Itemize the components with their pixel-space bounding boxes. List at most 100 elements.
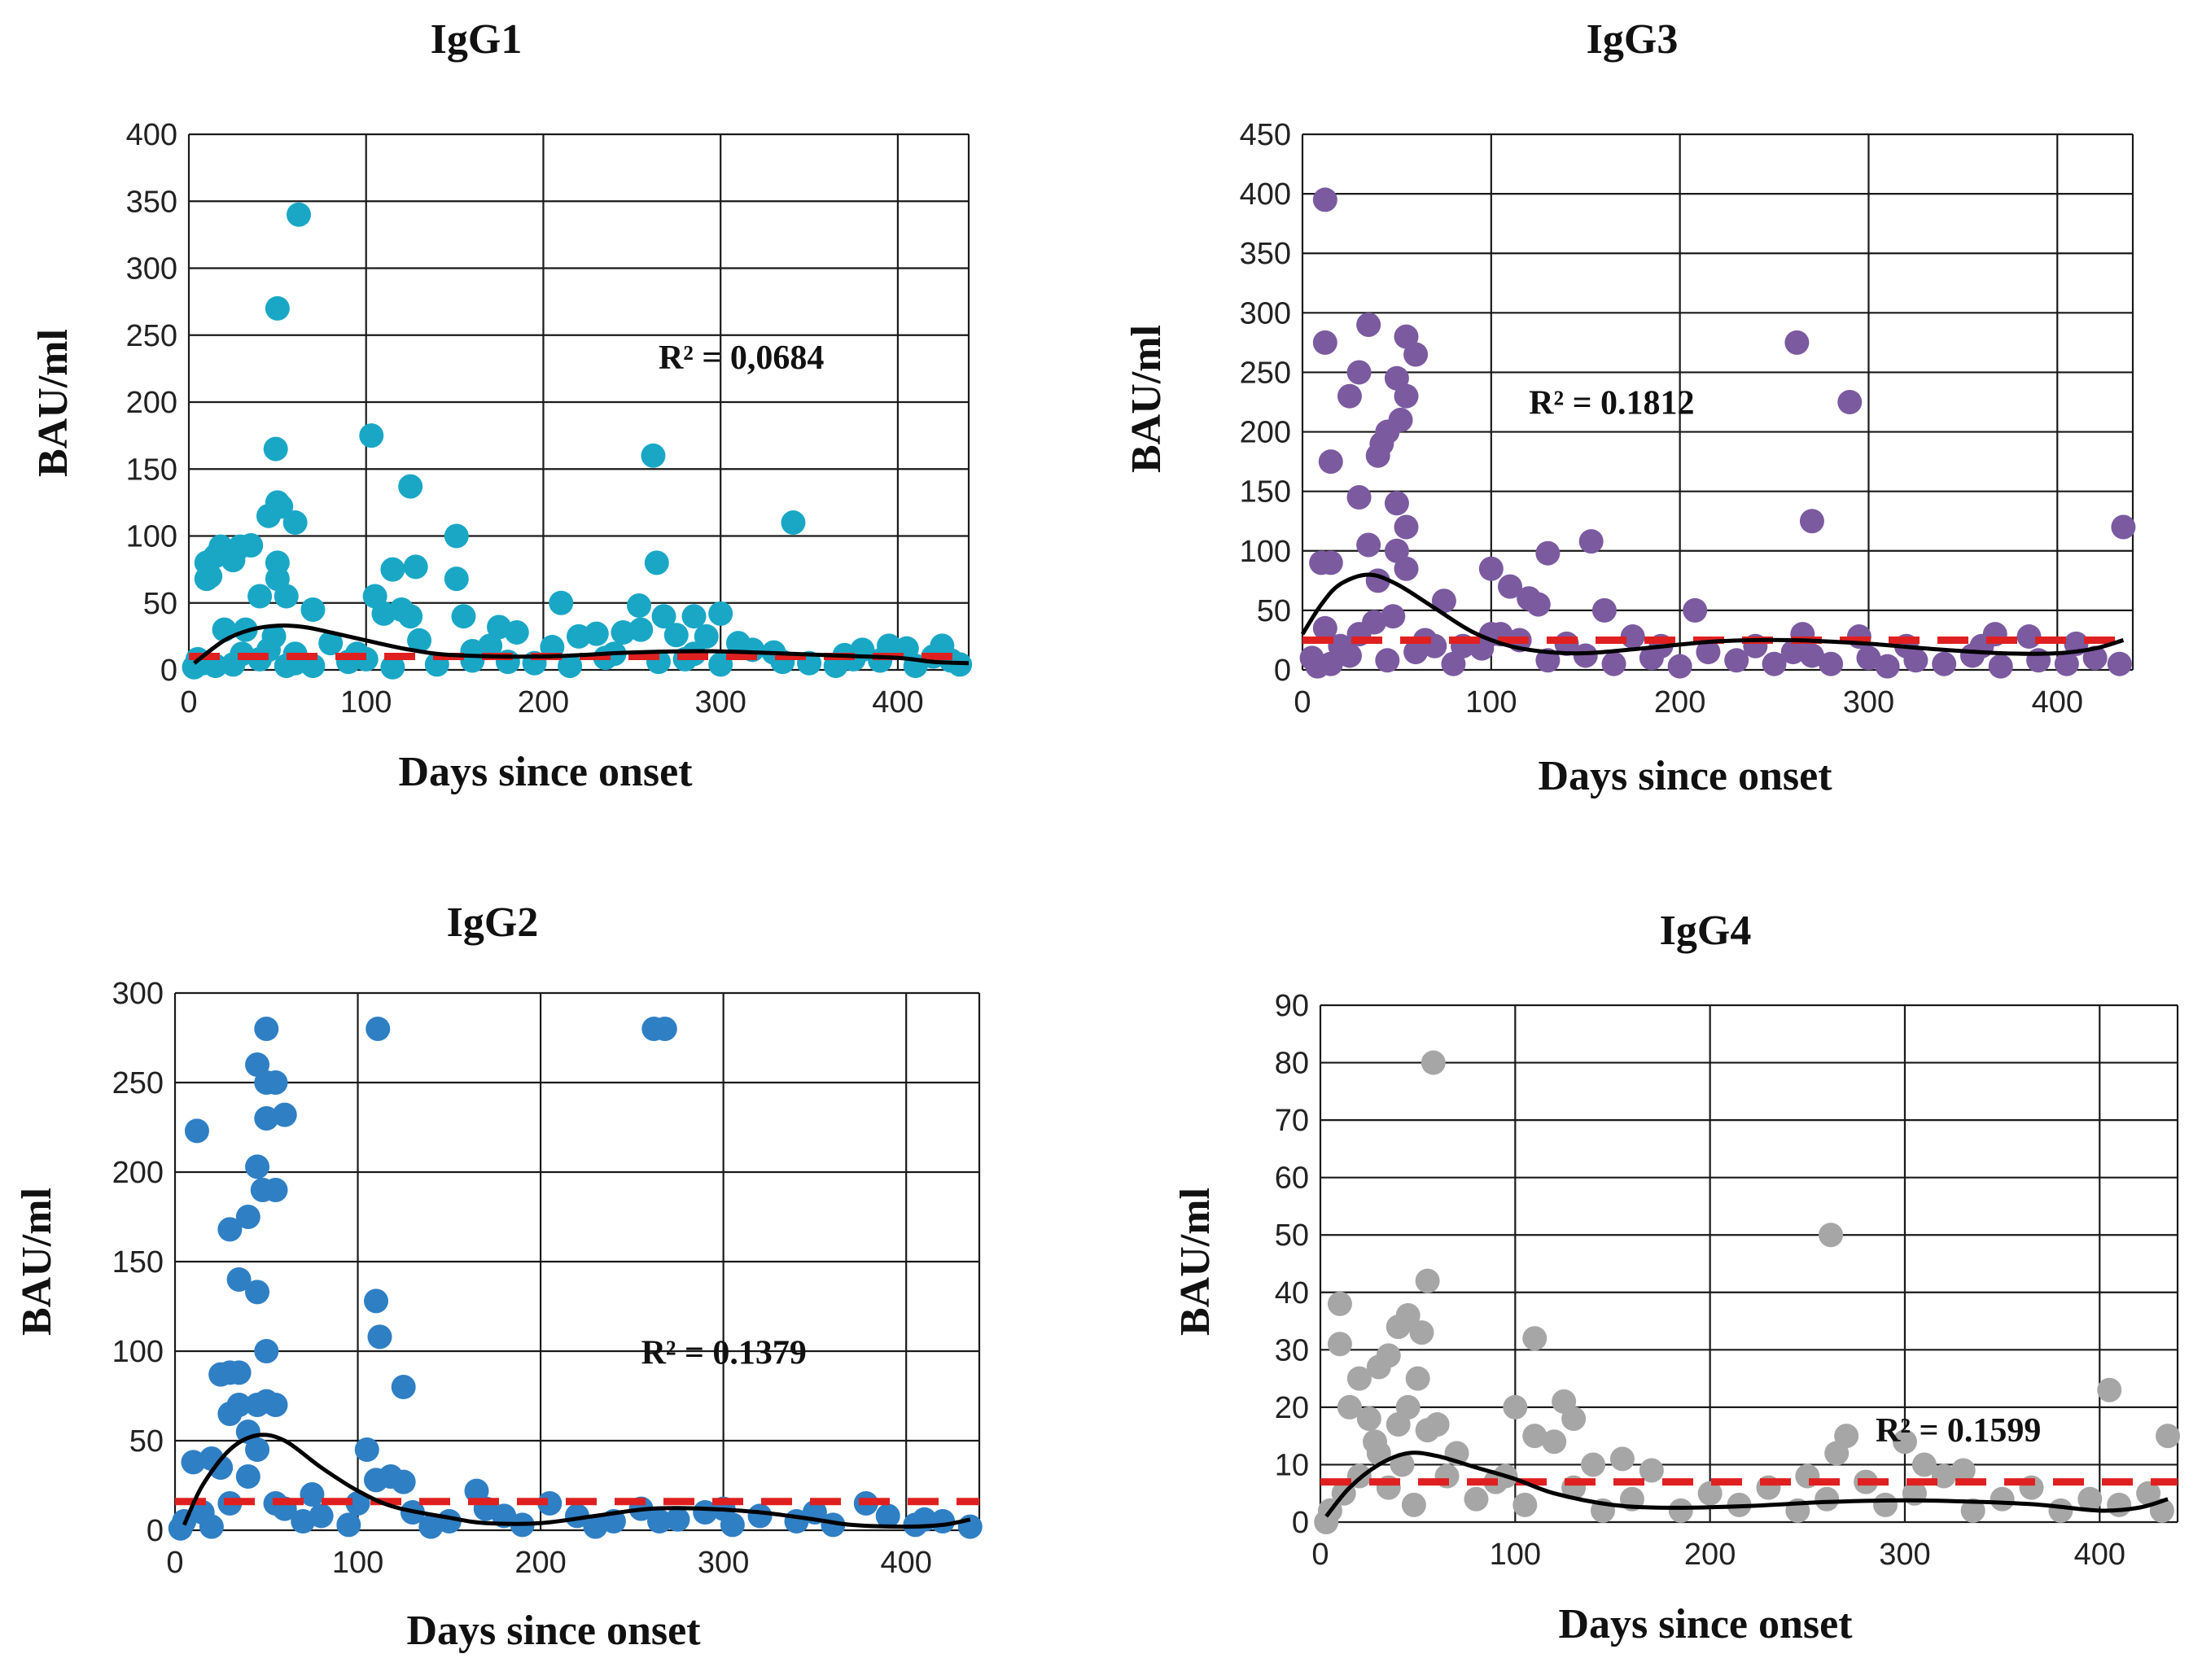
- igg1-data-point: [567, 623, 591, 649]
- igg2-data-point: [199, 1514, 224, 1539]
- igg4-data-point: [1386, 1315, 1411, 1340]
- igg1-data-point: [194, 567, 219, 592]
- igg2-data-point: [217, 1402, 243, 1426]
- igg2-r-squared-label: R² = 0.1379: [641, 1334, 807, 1372]
- igg4-chart: 0 10 20 30 40 50 60 70 80 90 0 100 200 300 400 R² = 0.1…: [1172, 908, 2181, 1647]
- igg3-data-point: [1837, 390, 1863, 414]
- igg1-data-point: [407, 628, 432, 653]
- igg3-data-point: [1369, 431, 1394, 457]
- igg4-ytick-label: 70: [1275, 1104, 1309, 1138]
- igg3-data-point: [2111, 514, 2136, 540]
- igg2-xtick-label: 0: [166, 1546, 183, 1580]
- igg2-data-point: [957, 1514, 983, 1539]
- igg4-ytick-label: 50: [1275, 1218, 1309, 1253]
- igg3-data-point: [1526, 592, 1551, 617]
- igg3-data-point: [1346, 360, 1372, 385]
- igg4-data-point: [1911, 1452, 1937, 1477]
- igg1-data-point: [627, 593, 652, 619]
- igg1-data-point: [628, 617, 654, 642]
- igg3-data-point: [1762, 651, 1787, 676]
- igg4-data-point: [2136, 1481, 2161, 1506]
- igg3-xtick-label: 100: [1465, 685, 1517, 720]
- igg1-y-axis-label: BAU/ml: [30, 329, 77, 477]
- igg3-ytick-label: 300: [1240, 296, 1291, 330]
- igg2-data-point: [821, 1512, 846, 1538]
- igg2-data-point: [366, 1017, 391, 1041]
- igg4-data-point: [1931, 1463, 1956, 1489]
- igg1-x-axis-label: Days since onset: [398, 749, 693, 795]
- igg1-data-point: [398, 604, 423, 629]
- igg1-data-point: [444, 567, 469, 592]
- igg2-data-point: [418, 1514, 444, 1539]
- igg4-data-point: [1609, 1446, 1635, 1472]
- igg4-data-point: [1561, 1407, 1587, 1431]
- igg4-data-point: [1464, 1486, 1489, 1512]
- igg1-data-point: [504, 619, 529, 645]
- igg1-data-point: [265, 295, 290, 321]
- igg1-data-point: [282, 510, 308, 536]
- igg3-chart: 0 50 100 150 200 250 300 350 400 450 0 100 200 300 400…: [1123, 16, 2136, 799]
- igg2-data-point: [208, 1455, 234, 1480]
- igg1-xtick-label: 300: [694, 685, 746, 720]
- igg3-ytick-label: 200: [1240, 416, 1291, 450]
- igg1-xtick-label: 400: [872, 685, 923, 720]
- igg3-data-point: [1799, 643, 1824, 668]
- igg1-xtick-label: 200: [518, 685, 569, 720]
- igg1-data-point: [221, 548, 246, 573]
- igg4-ytick-label: 30: [1275, 1333, 1309, 1367]
- igg4-data-point: [1950, 1458, 1976, 1483]
- igg2-data-point: [181, 1450, 206, 1475]
- igg2-data-point: [226, 1267, 252, 1292]
- igg3-data-point: [2107, 651, 2132, 676]
- igg1-data-point: [558, 654, 583, 679]
- igg3-y-axis-label: BAU/ml: [1123, 325, 1170, 473]
- igg4-xtick-label: 0: [1311, 1538, 1329, 1572]
- igg3-data-point: [1856, 645, 1881, 671]
- igg2-data-point: [565, 1503, 589, 1529]
- igg2-data-point: [345, 1491, 370, 1516]
- igg2-data-point: [665, 1507, 690, 1532]
- igg2-y-axis-label: BAU/ml: [14, 1188, 60, 1336]
- igg2-ytick-label: 150: [112, 1245, 164, 1280]
- igg4-data-point: [1892, 1429, 1917, 1455]
- igg3-xtick-label: 300: [1843, 685, 1894, 720]
- igg3-data-point: [1388, 407, 1413, 432]
- igg3-data-point: [1346, 484, 1372, 510]
- igg1-trend-line: [193, 623, 970, 666]
- igg2-data-point: [354, 1437, 379, 1462]
- igg2-data-point: [254, 1106, 279, 1131]
- igg3-trend-line: [1300, 572, 2125, 656]
- igg3-data-point: [1381, 604, 1406, 629]
- igg2-data-point: [693, 1500, 718, 1525]
- igg3-ytick-label: 250: [1240, 356, 1291, 390]
- igg3-data-point: [1724, 648, 1749, 673]
- igg4-data-point: [1409, 1320, 1434, 1345]
- igg1-ytick-label: 0: [160, 654, 177, 688]
- igg4-data-point: [1819, 1223, 1844, 1248]
- igg3-data-point: [1312, 330, 1337, 355]
- igg3-ytick-label: 100: [1240, 535, 1291, 569]
- igg1-r-squared-label: R² = 0,0684: [659, 339, 824, 377]
- igg4-data-point: [1581, 1452, 1606, 1477]
- igg1-ytick-label: 150: [126, 453, 177, 487]
- igg3-data-point: [1318, 550, 1343, 575]
- igg4-data-point: [1346, 1366, 1372, 1391]
- igg1-data-point: [247, 584, 273, 609]
- igg2-xtick-label: 100: [332, 1546, 383, 1580]
- igg4-data-point: [1415, 1268, 1440, 1293]
- igg4-data-point: [1824, 1441, 1850, 1466]
- igg3-data-point: [1403, 342, 1429, 367]
- igg1-data-point: [274, 584, 299, 609]
- igg2-data-point: [250, 1178, 275, 1202]
- igg2-data-point: [245, 1393, 270, 1417]
- igg3-data-point: [1535, 540, 1561, 566]
- igg4-xtick-label: 200: [1684, 1538, 1736, 1572]
- igg3-data-point: [1799, 509, 1824, 534]
- igg1-data-point: [182, 654, 207, 680]
- igg3-data-point: [1667, 654, 1692, 679]
- igg1-data-point: [380, 557, 405, 582]
- igg2-data-point: [235, 1464, 260, 1489]
- igg4-chart-title: IgG4: [1660, 908, 1752, 954]
- igg4-data-point: [1522, 1326, 1548, 1351]
